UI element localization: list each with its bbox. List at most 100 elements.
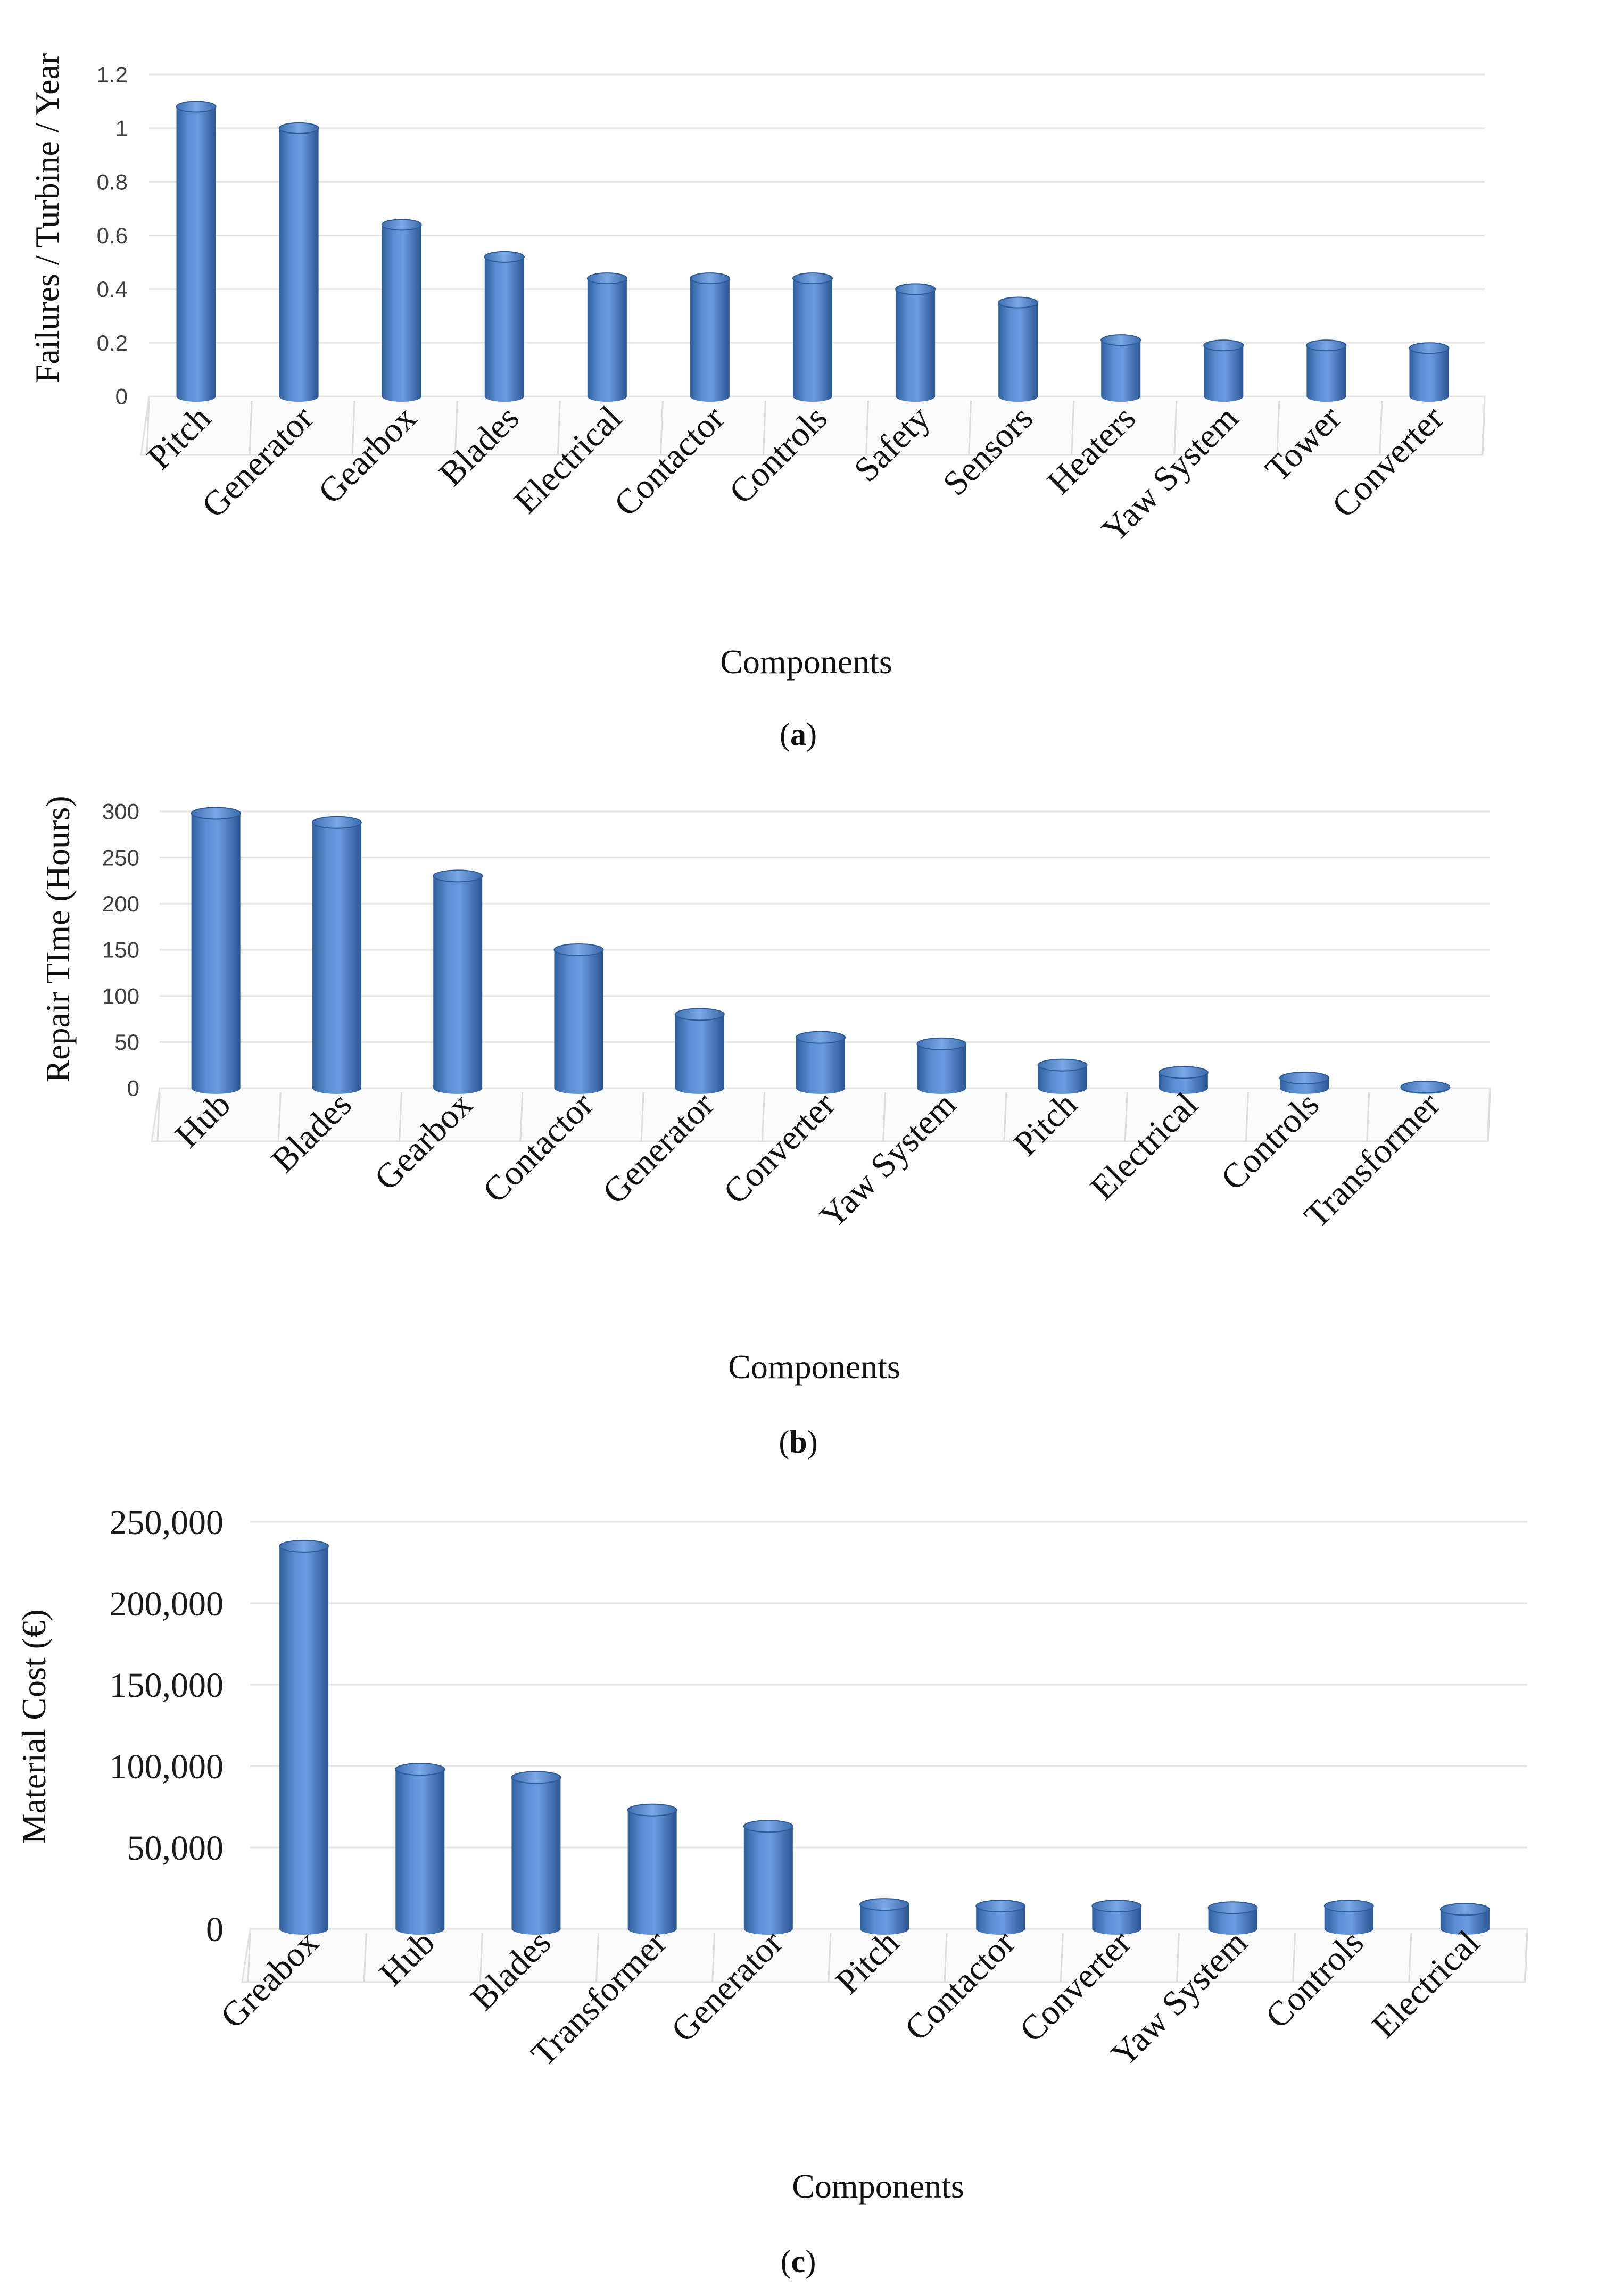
bar-generator — [743, 1820, 793, 1935]
category-separator — [1071, 400, 1075, 455]
y-tick-label: 150 — [102, 938, 139, 963]
y-tick-label: 250,000 — [110, 1503, 224, 1542]
bar-tower — [1306, 339, 1347, 402]
bar-pitch — [859, 1898, 909, 1935]
y-tick-label: 50 — [114, 1030, 139, 1055]
category-separator — [968, 400, 972, 455]
y-tick-label: 0.2 — [97, 330, 128, 355]
bar-yaw-system — [916, 1037, 967, 1094]
bar-gearbox — [433, 869, 483, 1094]
category-separator — [1482, 400, 1486, 455]
bar-controls — [1323, 1900, 1374, 1935]
panel-label: (a) — [780, 717, 817, 752]
category-separator — [711, 1933, 716, 1983]
category-separator — [399, 1092, 403, 1142]
category-separator — [1408, 1933, 1412, 1983]
x-axis-title: Components — [728, 1348, 900, 1386]
category-separator — [1176, 1933, 1180, 1983]
bar-generator — [278, 122, 319, 402]
bar-electrical — [586, 272, 627, 402]
bar-greabox — [279, 1539, 329, 1935]
category-separator — [479, 1933, 483, 1983]
category-separator — [249, 400, 253, 455]
bar-yaw-system — [1203, 339, 1244, 402]
x-axis-title: Components — [720, 643, 892, 681]
chart-panel-c: 050,000100,000150,000200,000250,000Greab… — [15, 1503, 1528, 2279]
y-tick-label: 0 — [206, 1910, 224, 1949]
y-tick-label: 0.4 — [97, 277, 128, 302]
bar-transformer — [1400, 1081, 1451, 1094]
bar-hub — [395, 1763, 445, 1935]
category-separator — [146, 400, 150, 455]
y-tick-label: 100 — [102, 983, 139, 1008]
bar-sensors — [998, 296, 1039, 402]
bar-transformer — [627, 1803, 677, 1935]
y-tick-label: 150,000 — [110, 1666, 224, 1705]
category-separator — [1379, 400, 1383, 455]
category-separator — [247, 1933, 251, 1983]
panel-label: (c) — [781, 2244, 816, 2279]
category-separator — [865, 400, 870, 455]
bar-pitch — [176, 101, 217, 402]
category-separator — [363, 1933, 367, 1983]
bar-blades — [484, 251, 525, 402]
category-separator — [640, 1092, 644, 1142]
category-separator — [882, 1092, 887, 1142]
bar-generator — [674, 1008, 725, 1094]
category-separator — [761, 1092, 765, 1142]
bar-gearbox — [381, 219, 422, 402]
category-separator — [1173, 400, 1178, 455]
panel-label: (b) — [779, 1424, 817, 1460]
category-separator — [659, 400, 664, 455]
category-separator — [1060, 1933, 1064, 1983]
category-separator — [762, 400, 766, 455]
bar-hub — [191, 807, 241, 1094]
y-tick-label: 100,000 — [110, 1747, 224, 1786]
y-tick-label: 1 — [115, 116, 128, 141]
category-separator — [944, 1933, 948, 1983]
bar-contactor — [553, 943, 604, 1094]
bar-controls — [792, 272, 833, 402]
category-separator — [277, 1092, 282, 1142]
category-separator — [1366, 1092, 1370, 1142]
category-separator — [1003, 1092, 1007, 1142]
y-axis-title: Failures / Turbine / Year — [28, 53, 66, 384]
y-tick-label: 300 — [102, 799, 139, 824]
category-separator — [828, 1933, 832, 1983]
y-axis-title: Repair TIme (Hours) — [39, 795, 77, 1082]
category-separator — [351, 400, 355, 455]
y-axis-title: Material Cost (€) — [15, 1610, 53, 1844]
bar-safety — [895, 283, 936, 402]
category-separator — [156, 1092, 161, 1142]
bar-heaters — [1100, 334, 1141, 402]
bar-blades — [511, 1771, 561, 1935]
category-separator — [519, 1092, 524, 1142]
bar-controls — [1279, 1071, 1330, 1094]
y-tick-label: 0.6 — [97, 223, 128, 248]
y-tick-label: 0.8 — [97, 169, 128, 194]
category-separator — [1276, 400, 1280, 455]
category-separator — [1292, 1933, 1296, 1983]
bar-pitch — [1037, 1058, 1088, 1094]
category-separator — [557, 400, 561, 455]
bar-converter — [1409, 342, 1450, 402]
category-separator — [1245, 1092, 1249, 1142]
y-tick-label: 50,000 — [127, 1829, 224, 1868]
y-tick-label: 1.2 — [97, 62, 128, 87]
category-separator — [1487, 1092, 1491, 1142]
bar-converter — [796, 1031, 846, 1094]
y-tick-label: 0 — [115, 384, 128, 409]
bar-electrical — [1439, 1903, 1490, 1935]
category-separator — [454, 400, 458, 455]
y-tick-label: 200 — [102, 891, 139, 916]
bar-electrical — [1158, 1066, 1209, 1094]
bar-contactor — [689, 272, 730, 402]
category-separator — [595, 1933, 600, 1983]
bar-contactor — [975, 1900, 1026, 1935]
y-tick-label: 200,000 — [110, 1585, 224, 1623]
category-separator — [1124, 1092, 1128, 1142]
bar-blades — [311, 816, 362, 1094]
